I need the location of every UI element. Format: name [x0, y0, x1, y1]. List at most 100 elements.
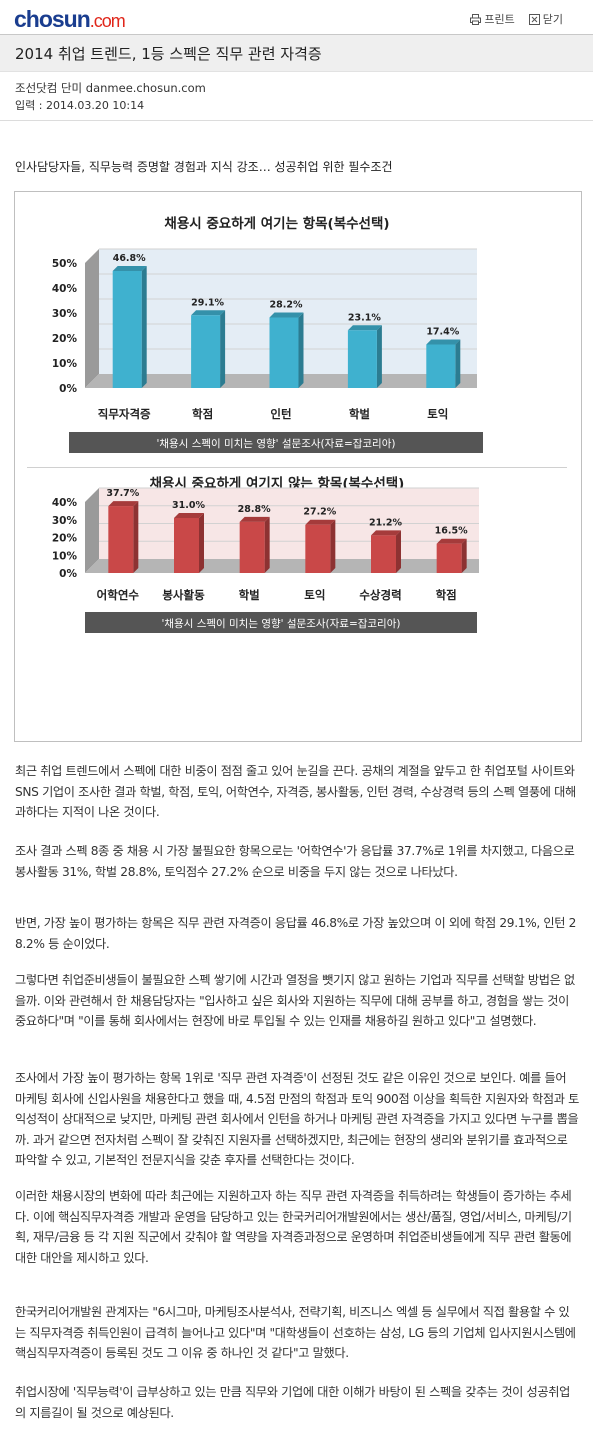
x-tick-label: 학벌 [349, 407, 370, 421]
bar [371, 535, 396, 573]
data-label: 28.2% [270, 300, 303, 311]
divider [0, 120, 593, 121]
bar-side [330, 519, 336, 573]
x-tick-label: 인턴 [270, 407, 291, 421]
bar [108, 506, 134, 573]
title-bar: 2014 취업 트렌드, 1등 스펙은 직무 관련 자격증 [0, 34, 593, 72]
infographic: 채용시 중요하게 여기는 항목(복수선택) 0% 10% 20% 30% 40% 50% 46… [14, 191, 582, 742]
bar-top [112, 266, 147, 271]
close-icon [528, 13, 540, 25]
bar-top [436, 538, 467, 544]
chart-title: 채용시 중요하게 여기는 항목(복수선택) [164, 215, 389, 232]
bar-top [305, 519, 336, 525]
data-label: 37.7% [106, 488, 139, 499]
bar [436, 543, 462, 573]
bar-top [371, 530, 401, 536]
x-tick-label: 수상경력 [359, 588, 401, 602]
toolbar: 프린트 닫기 [470, 11, 563, 27]
bar-side [461, 538, 467, 573]
paragraph: 최근 취업 트렌드에서 스펙에 대한 비중이 점점 줄고 있어 눈길을 끈다. … [15, 764, 576, 819]
paragraph: 한국커리어개발원 관계자는 "6시그마, 마케팅조사분석사, 전략기획, 비즈니… [15, 1305, 576, 1360]
source-bar [69, 432, 483, 453]
bar-side [298, 312, 304, 388]
x-tick-label: 학점 [192, 407, 213, 421]
y-tick-label: 0% [59, 568, 77, 580]
close-label: 닫기 [542, 13, 563, 26]
x-tick-label: 학점 [436, 588, 457, 602]
data-label: 31.0% [172, 500, 205, 511]
bar [347, 330, 377, 388]
y-tick-label: 40% [52, 497, 78, 509]
bar-side [455, 339, 461, 388]
chart-floor [85, 559, 479, 573]
paragraph: 그렇다면 취업준비생들이 불필요한 스펙 쌓기에 시간과 열정을 뺏기지 않고 … [15, 973, 575, 1028]
paragraph: 조사 결과 스펙 8종 중 채용 시 가장 불필요한 항목으로는 '어학연수'가… [15, 844, 575, 879]
y-tick-label: 10% [52, 550, 78, 562]
logo-text: chosun [14, 6, 91, 32]
top-bar: chosun.com 프린트 닫기 [0, 0, 593, 35]
chart-divider [27, 467, 567, 468]
bar-side [141, 266, 147, 388]
bar-top [426, 339, 461, 345]
print-label: 프린트 [484, 13, 515, 26]
data-label: 29.1% [191, 297, 224, 308]
source-note: '채용시 스펙이 미치는 영향' 설문조사(자료=잡코리아) [157, 438, 396, 450]
bar-side [133, 501, 139, 573]
y-tick-label: 30% [52, 308, 78, 320]
bar-top [108, 501, 139, 507]
print-button[interactable]: 프린트 [470, 11, 515, 27]
y-tick-label: 0% [59, 383, 77, 395]
article-subtitle: 인사담당자들, 직무능력 증명할 경험과 지식 강조… 성공취업 위한 필수조건 [15, 160, 393, 174]
data-label: 16.5% [435, 526, 468, 537]
data-label: 46.8% [113, 253, 146, 264]
source-note: '채용시 스펙이 미치는 영향' 설문조사(자료=잡코리아) [162, 618, 401, 630]
bar [191, 315, 221, 388]
bar-top [269, 312, 304, 318]
y-tick-label: 20% [52, 533, 78, 545]
x-tick-label: 학벌 [239, 588, 260, 602]
publish-date: 입력 : 2014.03.20 10:14 [15, 99, 145, 112]
article-title: 2014 취업 트렌드, 1등 스펙은 직무 관련 자격증 [15, 45, 322, 63]
paragraph: 반면, 가장 높이 평가하는 항목은 직무 관련 자격증이 응답률 46.8%로… [15, 916, 577, 951]
logo-suffix: .com [89, 11, 126, 31]
x-tick-label: 직무자격증 [98, 407, 151, 421]
bar-top [174, 512, 204, 518]
paragraph: 취업시장에 '직무능력'이 급부상하고 있는 만큼 직무와 기업에 대한 이해가… [15, 1385, 571, 1420]
data-label: 27.2% [303, 507, 336, 518]
byline: 조선닷컴 단미 danmee.chosun.com [15, 81, 206, 95]
x-tick-label: 어학연수 [97, 588, 140, 602]
close-button[interactable]: 닫기 [528, 11, 563, 27]
bar-side [376, 325, 382, 388]
y-tick-label: 10% [52, 358, 78, 370]
data-label: 28.8% [238, 504, 271, 515]
bar-top [191, 310, 226, 316]
y-tick-label: 20% [52, 333, 78, 345]
y-tick-label: 50% [52, 258, 78, 270]
bar [239, 521, 265, 573]
bar [112, 271, 142, 388]
chosun-logo[interactable]: chosun.com [14, 6, 126, 33]
bar-top [347, 325, 382, 331]
bar-side [396, 530, 401, 573]
x-tick-label: 봉사활동 [162, 588, 205, 602]
bar-side [220, 310, 226, 388]
data-label: 17.4% [426, 327, 459, 338]
chart-unimportant-items: 채용시 중요하게 여기지 않는 항목(복수선택)0%10%20%30%40%37… [52, 475, 479, 633]
bar [305, 524, 331, 573]
bar [426, 344, 456, 388]
printer-icon [470, 13, 482, 25]
data-label: 23.1% [348, 312, 381, 323]
chart-important-items: 채용시 중요하게 여기는 항목(복수선택) 0% 10% 20% 30% 40% 50% 46… [52, 215, 483, 453]
paragraph: 조사에서 가장 높이 평가하는 항목 1위로 '직무 관련 자격증'이 선정된 … [15, 1071, 580, 1167]
bar-side [264, 516, 270, 573]
chart-side-wall [85, 488, 99, 573]
chart-side-wall [85, 249, 99, 388]
y-tick-label: 40% [52, 283, 78, 295]
paragraph: 이러한 채용시장의 변화에 따라 최근에는 지원하고자 하는 직무 관련 자격증… [15, 1189, 572, 1265]
source-bar [85, 612, 477, 633]
y-tick-label: 30% [52, 515, 78, 527]
bar-side [199, 512, 204, 573]
bar-top [239, 516, 270, 522]
bar [174, 517, 199, 573]
x-tick-label: 토익 [427, 407, 448, 421]
